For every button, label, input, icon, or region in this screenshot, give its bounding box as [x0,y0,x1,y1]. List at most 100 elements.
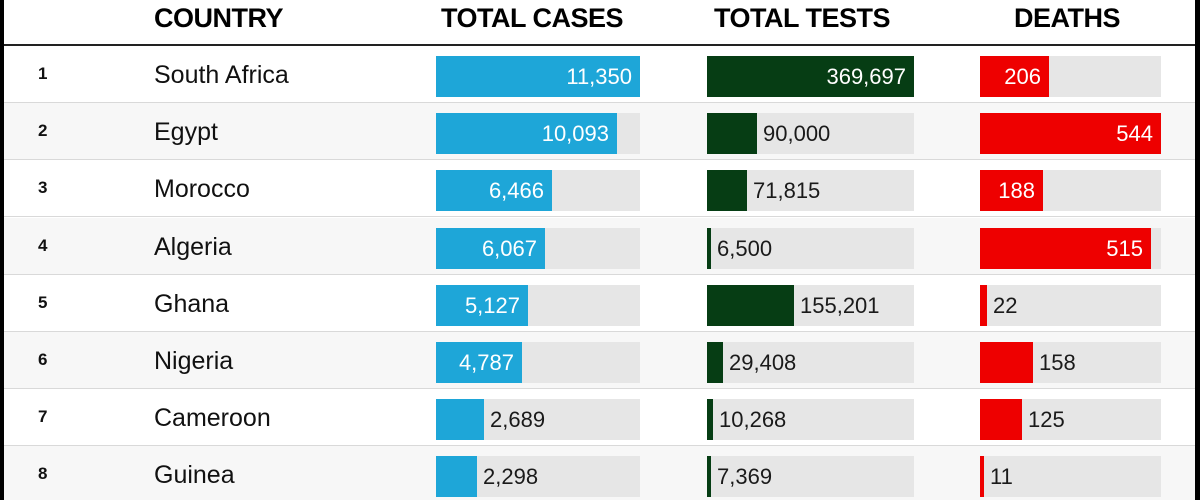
tests-bar [707,56,914,97]
header-total-cases: TOTAL CASES [441,3,624,33]
deaths-bar [980,342,1033,383]
table-row: 5 Ghana 5,127 155,201 22 [4,275,1195,332]
deaths-bar-track: 158 [980,342,1161,383]
tests-value-label: 369,697 [826,64,906,89]
row-rank: 4 [38,235,48,255]
cases-bar-track: 5,127 [436,284,640,326]
table-header: COUNTRY TOTAL CASES TOTAL TESTS DEATHS [4,0,1195,46]
tests-bar-track: 369,697 [707,56,914,97]
row-rank: 7 [38,407,48,427]
row-country: South Africa [154,61,289,89]
deaths-value-label: 158 [1039,350,1076,375]
header-deaths: DEATHS [1014,3,1121,33]
tests-value-label: 155,201 [800,292,880,318]
deaths-bar-track: 11 [980,456,1161,498]
deaths-value-label: 515 [1106,235,1143,261]
cases-value-label: 11,350 [566,64,632,89]
tests-bar [707,284,794,326]
tests-value-label: 10,268 [719,407,787,433]
row-country: Egypt [154,118,218,147]
deaths-bar-track: 125 [980,399,1161,441]
cases-bar [436,227,545,269]
deaths-bar-track: 22 [980,284,1161,326]
row-rank: 8 [38,464,48,484]
tests-bar-track: 7,369 [707,456,914,498]
deaths-bar-track: 188 [980,170,1161,212]
table-row: 4 Algeria 6,067 6,500 515 [4,217,1195,275]
cases-bar [436,284,528,326]
table-row: 6 Nigeria 4,787 29,408 158 [4,332,1195,389]
deaths-bar [980,113,1161,155]
cases-value-label: 4,787 [458,350,514,375]
cases-bar-track: 11,350 [436,56,640,97]
cases-value-label: 6,067 [481,235,537,261]
tests-value-label: 29,408 [729,350,797,375]
row-rank: 1 [38,64,48,83]
tests-value-label: 7,369 [717,464,773,490]
cases-bar-track: 6,067 [436,227,640,269]
row-rank: 5 [38,292,48,312]
row-rank: 2 [38,121,48,141]
header-total-tests: TOTAL TESTS [714,3,891,33]
table-row: 3 Morocco 6,466 71,815 188 [4,160,1195,218]
row-country: Nigeria [154,347,234,375]
deaths-bar-track: 206 [980,56,1161,97]
row-country: Cameroon [154,404,271,433]
cases-bar-track: 10,093 [436,113,640,155]
row-rank: 3 [38,178,48,198]
cases-bar [436,56,640,97]
tests-bar [707,113,757,155]
row-country: Ghana [154,289,230,318]
row-country: Morocco [154,175,250,204]
deaths-value-label: 188 [998,178,1035,204]
tests-bar [707,227,711,269]
tests-bar-track: 29,408 [707,342,914,383]
deaths-value-label: 22 [993,292,1018,318]
deaths-bar-track: 515 [980,227,1161,269]
cases-bar-track: 2,689 [436,399,640,441]
cases-bar [436,113,617,155]
tests-value-label: 90,000 [763,121,831,147]
cases-bar [436,342,522,383]
cases-value-label: 10,093 [541,121,609,147]
table-row: 2 Egypt 10,093 90,000 544 [4,103,1195,161]
deaths-bar [980,170,1043,212]
deaths-bar-track: 544 [980,113,1161,155]
deaths-bar [980,56,1049,97]
deaths-bar [980,399,1022,441]
deaths-value-label: 206 [1004,64,1041,89]
row-rank: 6 [38,350,48,369]
deaths-value-label: 11 [990,464,1013,490]
cases-bar [436,456,477,498]
cases-bar-track: 2,298 [436,456,640,498]
tests-bar-track: 10,268 [707,399,914,441]
cases-value-label: 5,127 [464,292,520,318]
tests-bar-track: 6,500 [707,227,914,269]
tests-bar [707,399,713,441]
cases-bar [436,399,484,441]
covid-table: COUNTRY TOTAL CASES TOTAL TESTS DEATHS 1… [4,0,1195,500]
cases-bar-track: 4,787 [436,342,640,383]
cases-bar-track: 6,466 [436,170,640,212]
tests-bar [707,170,747,212]
header-country: COUNTRY [154,3,284,33]
cases-value-label: 6,466 [488,178,544,204]
tests-bar-track: 155,201 [707,284,914,326]
table-row: 7 Cameroon 2,689 10,268 125 [4,389,1195,447]
deaths-value-label: 125 [1028,407,1065,433]
deaths-bar [980,456,984,498]
cases-value-label: 2,689 [490,407,546,433]
tests-bar [707,342,723,383]
deaths-bar [980,227,1151,269]
row-country: Algeria [154,232,232,261]
deaths-value-label: 544 [1116,121,1153,147]
deaths-bar [980,284,987,326]
tests-value-label: 6,500 [717,235,773,261]
row-country: Guinea [154,461,235,490]
cases-value-label: 2,298 [483,464,539,490]
table-row: 1 South Africa 11,350 369,697 206 [4,46,1195,103]
tests-value-label: 71,815 [753,178,821,204]
cases-bar [436,170,552,212]
table-row: 8 Guinea 2,298 7,369 11 [4,446,1195,500]
tests-bar-track: 71,815 [707,170,914,212]
